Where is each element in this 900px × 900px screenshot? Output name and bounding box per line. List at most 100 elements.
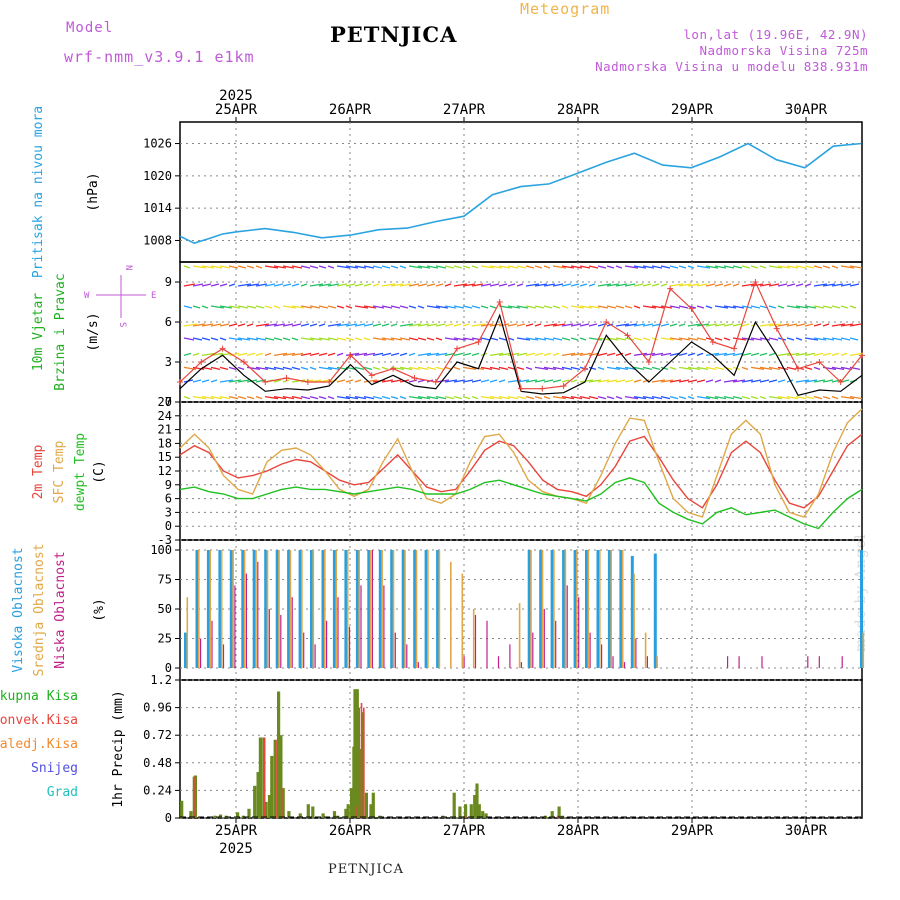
wind-barb-icon [426,265,439,269]
wind-barb-icon [714,323,726,327]
wind-barb-icon [705,265,719,269]
wind-barb-icon [516,337,531,341]
wind-barb-icon [597,396,607,400]
wind-barb-icon [282,352,296,356]
wind-barb-icon [768,283,780,287]
wind-barb-icon [849,337,859,341]
wind-barb-icon [795,337,803,341]
wind-barb-icon [669,305,681,309]
wind-barb-icon [327,396,335,400]
cloud-bar-1 [232,550,234,668]
wind-barb-icon [336,396,351,400]
cloud-bar-1 [381,550,383,668]
wind-barb-icon [804,337,819,341]
wind-barb-icon [498,283,508,287]
cloud-bar-0 [332,550,336,668]
wind-barb-icon [453,265,463,269]
wind-barb-icon [444,283,452,287]
wind-barb-icon [453,352,464,356]
wind-barb-icon [795,265,807,269]
wind-barb-icon [228,283,236,287]
wind-barb-icon [300,283,308,287]
cloud-bar-2 [520,662,522,668]
wind-barb-icon [192,323,206,327]
wind-barb-icon [660,396,671,400]
wind-barb-icon [183,283,196,287]
temp-ytick-label: 24 [158,409,172,423]
precip-ytick-label: 0.96 [143,701,172,715]
wind-barb-icon [408,366,421,370]
wind-barb-icon [561,305,569,309]
wind-barb-icon [624,352,632,356]
wind-barb-icon [768,337,779,341]
wind-barb-icon [552,283,564,287]
wind-barb-icon [534,379,546,383]
wind-barb-icon [732,283,740,287]
wind-barb-icon [291,337,299,341]
cloud-bar-2 [727,656,729,668]
wind-barb-icon [642,366,653,370]
wind-barb-icon [804,379,818,383]
cloud-bar-0 [607,550,611,668]
wind-barb-icon [813,396,823,400]
wind-barb-icon [246,283,260,287]
wind-barb-icon [678,283,692,287]
wind-barb-icon [822,396,831,400]
top-day-tick-label: 26APR [329,102,372,118]
precip-bar-0 [258,737,262,818]
wind-gust-marker [560,383,567,389]
wind-barb-icon [687,337,699,341]
wind-barb-icon [831,305,841,309]
wind-barb-icon [399,352,408,356]
wind-barb-icon [552,396,567,400]
top-day-tick-label: 27APR [443,102,486,118]
precip-bar-0 [475,783,479,818]
wind-barb-icon [264,366,277,370]
wind-barb-icon [759,379,770,383]
wind-barb-icon [741,379,754,383]
wind-gust-marker [773,325,780,332]
precip-bar-0 [287,811,291,818]
wind-barb-icon [318,305,329,309]
wind-barb-icon [516,305,529,309]
wind-barb-icon [354,265,367,269]
wind-barb-icon [408,379,418,383]
wind-barb-icon [246,323,254,327]
wind-barb-icon [363,352,376,356]
wind-barb-icon [714,396,727,400]
cloud-bar-2 [337,597,339,668]
cloud-bar-0 [218,550,222,668]
wind-barb-icon [489,305,497,309]
precip-legend-item: Grad [47,785,78,800]
wind-barb-icon [219,337,227,341]
wind-barb-icon [615,283,628,287]
wind-barb-icon [561,379,570,383]
cloud-ytick-label: 0 [165,661,172,675]
wind-gust-marker [240,359,247,365]
wind-barb-icon [390,265,399,269]
wind-barb-icon [210,283,220,287]
cloud-bar-0 [550,550,554,668]
wind-barb-icon [570,323,582,327]
bottom-day-tick-label: 25APR [215,823,258,839]
wind-barb-icon [507,283,516,287]
cloud-bar-1 [301,550,303,668]
wind-barb-icon [534,283,548,287]
wind-barb-icon [300,265,311,269]
wind-gust-marker [283,375,290,381]
wind-barb-icon [624,283,636,287]
wind-barb-icon [390,337,403,341]
wind-barb-icon [345,337,355,341]
wind-barb-icon [615,396,623,400]
wind-barb-icon [498,379,506,383]
wind-barb-icon [570,379,578,383]
cloud-bar-2 [314,644,316,668]
precip-bar-0 [473,795,477,818]
temp-series-line-0 [179,433,863,509]
wind-gust-marker [304,379,311,385]
wind-barb-icon [687,396,695,400]
cloud-bar-1 [312,550,315,668]
wind-barb-icon [318,352,328,356]
wind-barb-icon [606,283,620,287]
